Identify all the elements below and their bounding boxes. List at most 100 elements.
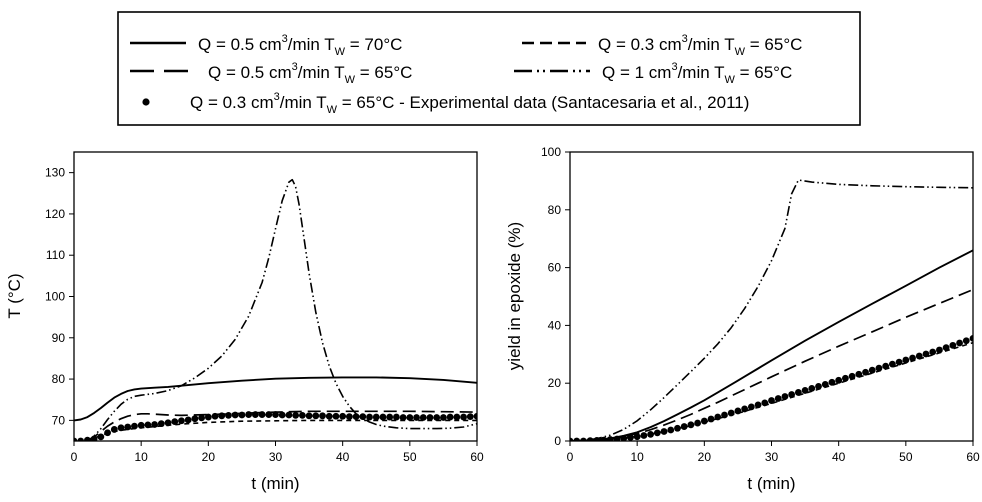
- data-point-s5-1-49: [895, 358, 903, 366]
- legend: Q = 0.5 cm3/min TW = 70°C Q = 0.3 cm3/mi…: [117, 11, 861, 126]
- data-point-s5-0-31: [278, 411, 286, 419]
- data-point-s5-1-24: [727, 409, 735, 417]
- data-point-s5-1-21: [707, 415, 715, 423]
- data-point-s5-0-49: [399, 414, 407, 421]
- data-point-s5-1-15: [667, 426, 675, 434]
- y-tick-label-0-5: 120: [45, 207, 65, 221]
- data-point-s5-0-40: [339, 412, 347, 420]
- x-tick-label-1-4: 40: [832, 450, 846, 464]
- data-point-s5-0-48: [393, 413, 400, 421]
- legend-label-s2: Q = 0.3 cm3/min TW = 65°C: [598, 33, 802, 58]
- x-tick-label-0-2: 20: [202, 450, 216, 464]
- data-point-s5-1-47: [882, 362, 890, 370]
- data-point-s5-1-33: [788, 391, 796, 398]
- data-point-s5-0-56: [446, 413, 454, 421]
- data-point-s5-0-44: [366, 413, 373, 421]
- x-tick-label-0-4: 40: [336, 450, 350, 464]
- data-point-s5-1-42: [848, 372, 856, 380]
- data-point-s5-1-37: [815, 382, 822, 390]
- data-point-s5-1-55: [936, 346, 943, 354]
- data-point-s5-0-14: [164, 419, 172, 427]
- data-point-s5-0-57: [453, 413, 461, 421]
- data-point-s5-1-8: [620, 435, 628, 441]
- series-s5-points-1: [570, 335, 973, 441]
- data-point-s5-0-39: [332, 412, 340, 420]
- data-point-s5-1-44: [862, 368, 869, 376]
- y-tick-label-0-6: 130: [45, 166, 65, 180]
- data-point-s5-0-17: [184, 416, 192, 424]
- data-point-s5-0-28: [258, 411, 266, 418]
- x-tick-label-0-1: 10: [134, 450, 148, 464]
- data-point-s5-1-30: [768, 397, 775, 404]
- data-point-s5-1-11: [640, 432, 648, 439]
- data-point-s5-0-33: [292, 412, 300, 419]
- data-point-s5-0-29: [265, 411, 273, 418]
- data-point-s5-0-10: [137, 421, 145, 429]
- x-axis-label-1: t (min): [747, 474, 795, 493]
- data-point-s5-0-15: [171, 418, 179, 425]
- data-point-s5-1-4: [593, 437, 601, 441]
- data-point-s5-1-29: [761, 399, 769, 407]
- x-tick-label-0-5: 50: [403, 450, 417, 464]
- series-s3-line-1: [570, 288, 973, 441]
- data-point-s5-0-60: [473, 412, 477, 420]
- data-point-s5-0-24: [231, 411, 239, 419]
- legend-label-s5: Q = 0.3 cm3/min TW = 65°C - Experimental…: [190, 91, 749, 116]
- data-point-s5-0-25: [238, 411, 246, 419]
- series-s4-line-0: [86, 178, 477, 441]
- data-point-s5-0-35: [305, 412, 313, 420]
- legend-label-s3: Q = 0.5 cm3/min TW = 65°C: [208, 61, 412, 86]
- data-point-s5-0-9: [131, 422, 138, 430]
- y-axis-label-0: T (°C): [5, 273, 24, 318]
- data-point-s5-1-31: [774, 395, 782, 402]
- data-point-s5-0-8: [124, 423, 132, 431]
- data-point-s5-0-37: [319, 412, 326, 420]
- data-point-s5-0-51: [413, 414, 420, 421]
- data-point-s5-1-25: [734, 407, 742, 415]
- y-tick-label-0-3: 100: [45, 290, 65, 304]
- data-point-s5-1-5: [600, 436, 607, 441]
- x-tick-label-1-3: 30: [765, 450, 779, 464]
- data-point-s5-1-32: [781, 393, 789, 400]
- series-s1-line-1: [570, 249, 973, 441]
- data-point-s5-1-40: [835, 376, 843, 384]
- y-tick-label-0-0: 70: [52, 413, 66, 427]
- data-point-s5-1-17: [680, 423, 688, 430]
- series-s1-line-0: [74, 376, 477, 422]
- data-point-s5-1-0: [570, 437, 574, 441]
- data-point-s5-1-50: [902, 356, 910, 364]
- y-tick-label-1-3: 60: [548, 261, 562, 275]
- data-point-s5-0-22: [218, 412, 226, 420]
- y-tick-label-1-4: 80: [548, 203, 562, 217]
- x-tick-label-1-2: 20: [698, 450, 712, 464]
- data-point-s5-1-54: [929, 348, 937, 356]
- series-s4-line-1: [570, 179, 973, 441]
- data-point-s5-0-4: [97, 433, 105, 441]
- data-point-s5-1-13: [653, 429, 661, 437]
- data-point-s5-0-43: [359, 413, 367, 421]
- x-tick-label-1-1: 10: [630, 450, 644, 464]
- y-tick-label-0-4: 110: [46, 248, 65, 262]
- data-point-s5-0-54: [433, 414, 441, 421]
- data-point-s5-1-34: [794, 389, 802, 396]
- y-tick-label-0-1: 80: [52, 372, 66, 386]
- data-point-s5-1-23: [721, 411, 728, 419]
- data-point-s5-1-48: [889, 360, 896, 368]
- data-point-s5-0-55: [440, 414, 447, 421]
- legend-frame: [117, 11, 861, 126]
- series-s5-points-0: [74, 411, 477, 441]
- y-tick-label-0-2: 90: [52, 331, 66, 345]
- data-point-s5-1-51: [909, 354, 916, 362]
- x-axis-label-0: t (min): [251, 474, 299, 493]
- data-point-s5-0-13: [157, 420, 165, 428]
- data-point-s5-1-43: [855, 370, 863, 378]
- data-point-s5-1-53: [922, 350, 930, 358]
- data-point-s5-0-46: [379, 413, 387, 421]
- data-point-s5-1-52: [915, 352, 923, 360]
- data-point-s5-0-47: [386, 413, 394, 421]
- data-point-s5-0-30: [272, 411, 279, 418]
- yield-chart: 0 10 20 30 40 50 60 0 20 40 60 80 100 t (min) yield in…: [505, 145, 980, 493]
- data-point-s5-0-45: [372, 413, 380, 421]
- data-point-s5-1-3: [586, 437, 594, 441]
